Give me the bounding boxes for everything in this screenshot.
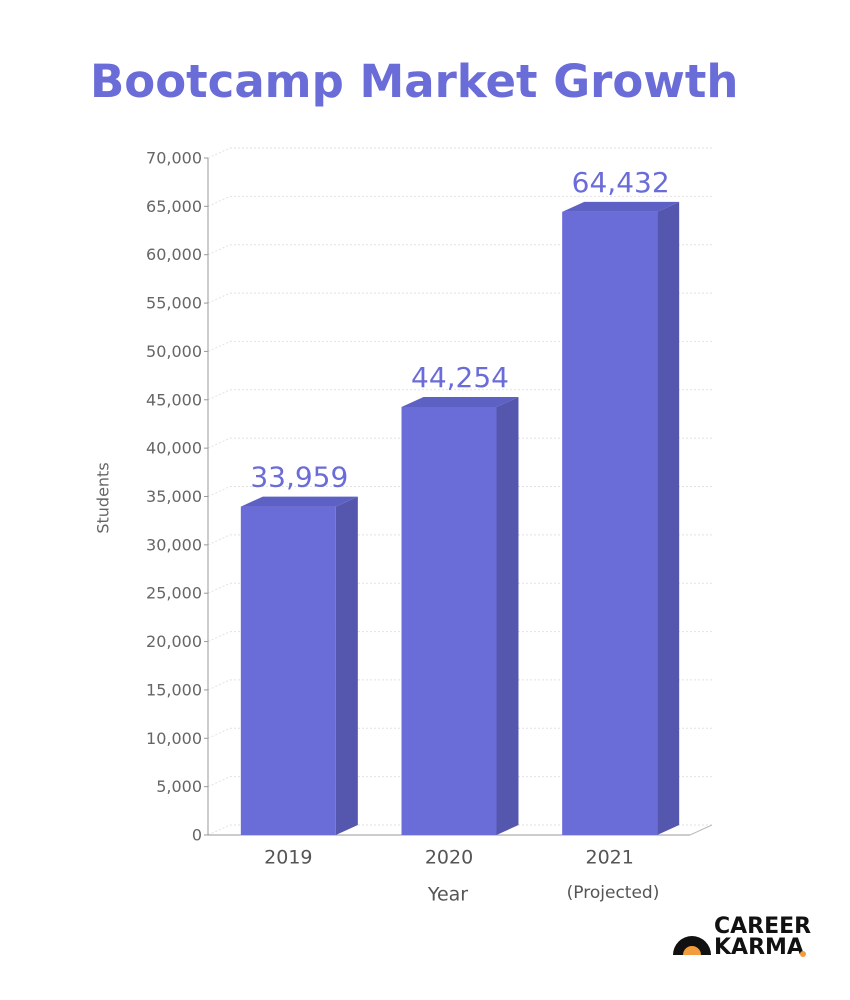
grid-line bbox=[207, 244, 231, 256]
y-tick-label: 35,000 bbox=[146, 487, 202, 506]
bar-side bbox=[657, 201, 680, 835]
x-axis-label: Year bbox=[427, 884, 468, 906]
x-tick-label: 2021 bbox=[585, 847, 633, 869]
grid-line bbox=[207, 292, 231, 304]
x-tick-label: 2020 bbox=[425, 847, 473, 869]
y-tick-label: 65,000 bbox=[146, 197, 202, 216]
grid-line bbox=[207, 582, 231, 594]
y-tick-label: 20,000 bbox=[146, 632, 202, 651]
logo-text: KARMA bbox=[714, 935, 804, 960]
y-tick-label: 60,000 bbox=[146, 245, 202, 264]
grid-line bbox=[207, 147, 231, 159]
bar bbox=[562, 211, 658, 835]
grid-line bbox=[207, 534, 231, 546]
logo-text: CAREER bbox=[714, 914, 811, 939]
logo-dot bbox=[800, 951, 806, 957]
bar-side bbox=[335, 496, 358, 835]
y-tick-label: 0 bbox=[192, 826, 202, 845]
y-tick-label: 25,000 bbox=[146, 584, 202, 603]
grid-line bbox=[207, 437, 231, 449]
y-tick-label: 10,000 bbox=[146, 729, 202, 748]
grid-line bbox=[207, 340, 231, 352]
value-label: 64,432 bbox=[572, 166, 670, 199]
y-tick-label: 40,000 bbox=[146, 439, 202, 458]
grid-line bbox=[207, 486, 231, 497]
annotation: (Projected) bbox=[567, 883, 660, 903]
x-tick-label: 2019 bbox=[264, 847, 312, 869]
grid-line bbox=[207, 727, 231, 739]
y-tick-label: 15,000 bbox=[146, 680, 202, 699]
y-tick-label: 45,000 bbox=[146, 390, 202, 409]
floor-edge bbox=[689, 824, 713, 836]
grid-line bbox=[207, 389, 231, 401]
value-label: 33,959 bbox=[250, 461, 348, 494]
y-axis-label: Students bbox=[94, 462, 113, 533]
bar bbox=[240, 506, 336, 835]
bar-top bbox=[562, 201, 680, 212]
logo-icon bbox=[673, 936, 711, 955]
bar bbox=[401, 407, 497, 835]
y-tick-label: 5,000 bbox=[156, 777, 202, 796]
logo: CAREER KARMA bbox=[673, 914, 811, 960]
bar-top bbox=[240, 496, 358, 507]
y-tick-label: 55,000 bbox=[146, 294, 202, 313]
grid-line bbox=[207, 679, 231, 691]
grid-line bbox=[207, 824, 231, 836]
grid-line bbox=[207, 195, 231, 207]
y-tick-label: 30,000 bbox=[146, 535, 202, 554]
grid-line bbox=[207, 776, 231, 788]
bar-side bbox=[496, 397, 519, 835]
grid-line bbox=[207, 631, 231, 643]
y-tick-label: 70,000 bbox=[146, 149, 202, 168]
value-label: 44,254 bbox=[411, 361, 509, 394]
bar-top bbox=[401, 397, 519, 408]
logo-icon-accent bbox=[683, 946, 701, 955]
y-tick-label: 50,000 bbox=[146, 342, 202, 361]
chart-title: Bootcamp Market Growth bbox=[90, 55, 738, 108]
